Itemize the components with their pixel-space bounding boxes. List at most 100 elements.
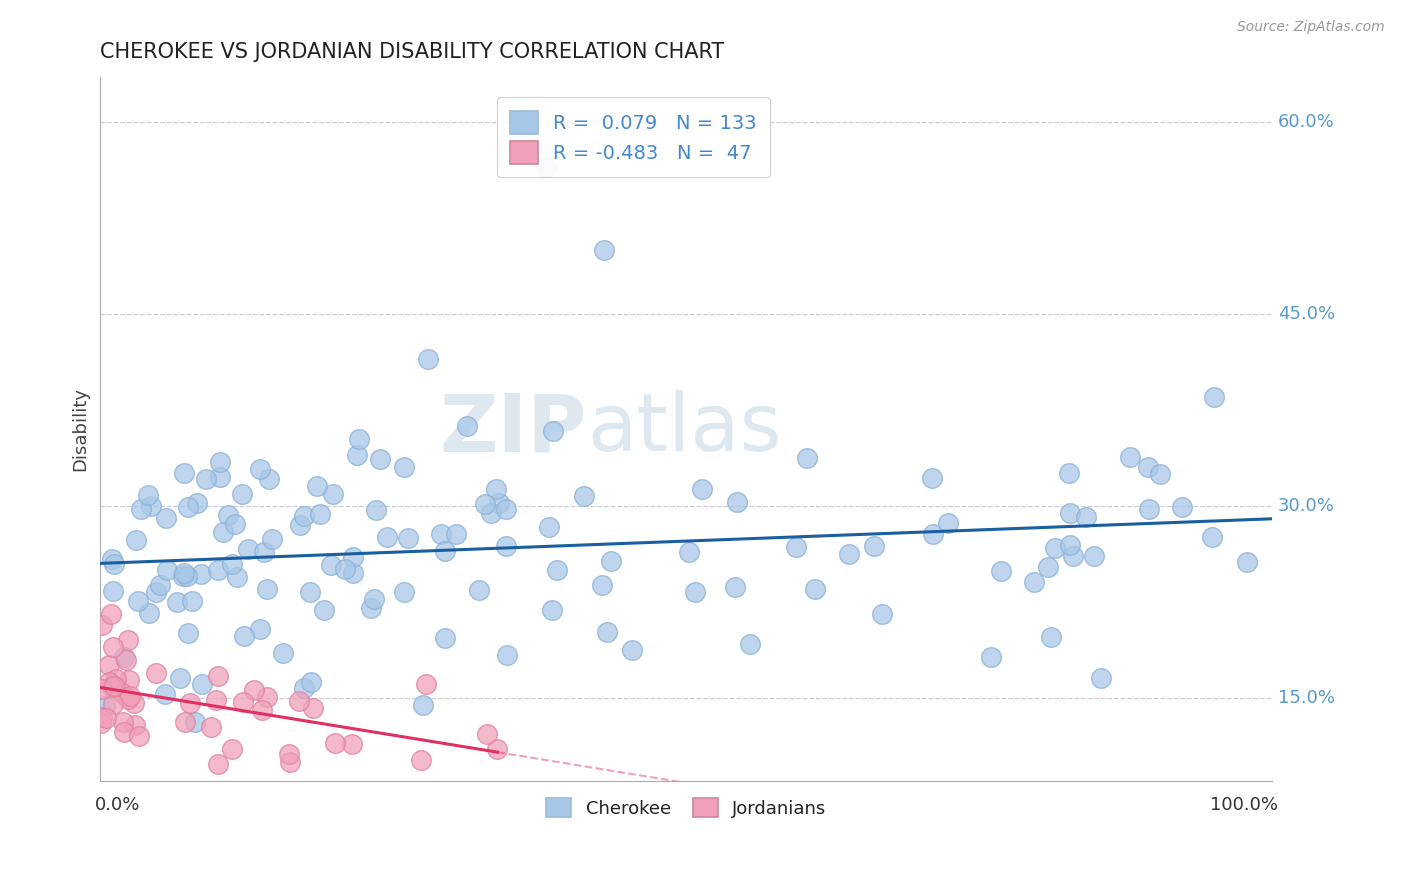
Point bbox=[495, 539, 517, 553]
Point bbox=[433, 544, 456, 558]
Point bbox=[309, 507, 332, 521]
Point bbox=[392, 459, 415, 474]
Point bbox=[1074, 510, 1097, 524]
Point bbox=[678, 545, 700, 559]
Point bbox=[1090, 671, 1112, 685]
Point bbox=[342, 549, 364, 564]
Text: 0.0%: 0.0% bbox=[94, 797, 139, 814]
Point bbox=[173, 466, 195, 480]
Point bbox=[485, 482, 508, 496]
Point bbox=[538, 519, 561, 533]
Point bbox=[305, 479, 328, 493]
Point bbox=[243, 683, 266, 698]
Point bbox=[149, 578, 172, 592]
Point bbox=[278, 755, 301, 769]
Text: 15.0%: 15.0% bbox=[1278, 689, 1336, 706]
Point bbox=[292, 509, 315, 524]
Point bbox=[169, 672, 191, 686]
Point bbox=[804, 582, 827, 596]
Point bbox=[540, 603, 562, 617]
Point bbox=[1059, 506, 1081, 520]
Point bbox=[112, 725, 135, 739]
Point bbox=[323, 736, 346, 750]
Point bbox=[591, 578, 613, 592]
Point bbox=[249, 462, 271, 476]
Point bbox=[796, 451, 818, 466]
Point bbox=[111, 686, 134, 700]
Point bbox=[253, 545, 276, 559]
Point bbox=[360, 600, 382, 615]
Point bbox=[301, 701, 323, 715]
Point bbox=[363, 592, 385, 607]
Point bbox=[495, 502, 517, 516]
Text: ZIP: ZIP bbox=[440, 390, 586, 468]
Point bbox=[136, 488, 159, 502]
Point bbox=[186, 496, 208, 510]
Point bbox=[155, 511, 177, 525]
Point bbox=[101, 640, 124, 654]
Point bbox=[364, 503, 387, 517]
Point bbox=[433, 631, 456, 645]
Point bbox=[207, 563, 229, 577]
Point bbox=[785, 541, 807, 555]
Point bbox=[1201, 530, 1223, 544]
Point bbox=[124, 696, 146, 710]
Point bbox=[91, 710, 114, 724]
Point bbox=[572, 489, 595, 503]
Point bbox=[90, 682, 112, 697]
Point bbox=[340, 737, 363, 751]
Point bbox=[921, 471, 943, 485]
Point bbox=[543, 425, 565, 439]
Point bbox=[173, 715, 195, 730]
Point bbox=[1137, 459, 1160, 474]
Point bbox=[181, 594, 204, 608]
Point bbox=[1137, 502, 1160, 516]
Point bbox=[1170, 500, 1192, 515]
Point bbox=[97, 657, 120, 672]
Point bbox=[495, 648, 517, 663]
Point bbox=[93, 698, 115, 713]
Point bbox=[418, 351, 440, 366]
Point bbox=[724, 580, 747, 594]
Point bbox=[224, 517, 246, 532]
Point bbox=[1045, 541, 1067, 555]
Point bbox=[862, 539, 884, 553]
Point bbox=[546, 562, 568, 576]
Point bbox=[1236, 555, 1258, 569]
Point bbox=[262, 532, 284, 546]
Point bbox=[392, 585, 415, 599]
Point bbox=[191, 677, 214, 691]
Point bbox=[190, 566, 212, 581]
Point bbox=[256, 582, 278, 596]
Point bbox=[488, 496, 510, 510]
Point bbox=[145, 585, 167, 599]
Point bbox=[221, 558, 243, 572]
Point bbox=[177, 500, 200, 514]
Point bbox=[172, 568, 194, 582]
Point bbox=[271, 646, 294, 660]
Point bbox=[127, 594, 149, 608]
Point bbox=[173, 566, 195, 581]
Point bbox=[1059, 538, 1081, 552]
Point bbox=[1022, 574, 1045, 589]
Legend: Cherokee, Jordanians: Cherokee, Jordanians bbox=[538, 791, 834, 825]
Point bbox=[620, 643, 643, 657]
Point bbox=[207, 669, 229, 683]
Point bbox=[430, 527, 453, 541]
Point bbox=[114, 653, 136, 667]
Point bbox=[299, 674, 322, 689]
Point bbox=[117, 632, 139, 647]
Point bbox=[474, 497, 496, 511]
Point bbox=[347, 432, 370, 446]
Point bbox=[333, 562, 356, 576]
Point bbox=[101, 697, 124, 711]
Point bbox=[256, 690, 278, 704]
Point bbox=[287, 693, 309, 707]
Point bbox=[112, 650, 135, 665]
Point bbox=[1036, 559, 1059, 574]
Point bbox=[226, 570, 249, 584]
Point bbox=[207, 757, 229, 772]
Point bbox=[1083, 549, 1105, 563]
Text: 30.0%: 30.0% bbox=[1278, 497, 1334, 515]
Point bbox=[156, 563, 179, 577]
